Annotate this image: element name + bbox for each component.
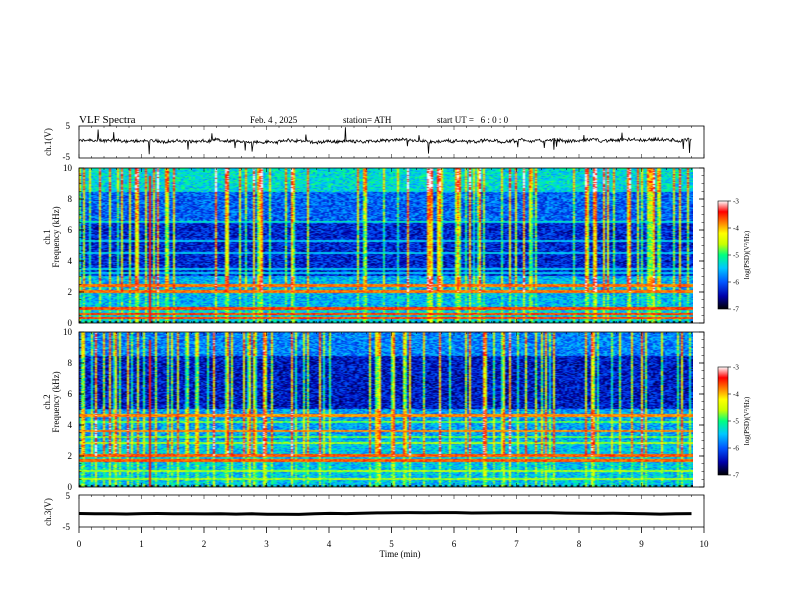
y-tick-label: 0 [68,482,73,492]
colorbar-tick-label: -5 [733,418,739,426]
ch1-waveform-panel: 5 -5 ch.1(V) [43,121,705,162]
y-tick-label: 2 [68,287,73,297]
ch2-spectrogram-ylabel-freq: Frequency (kHz) [51,371,61,432]
ch2-spectrogram-ylabel-ch: ch.2 [42,394,52,409]
ch1-colorbar: -3 -4 -5 -6 -7 log(PSD)(V²/Hz) [717,198,751,314]
x-tick-label: 6 [452,539,457,549]
x-tick-label: 9 [639,539,644,549]
x-tick-label: 4 [327,539,332,549]
y-tick-label: 4 [68,420,73,430]
x-tick-label: 8 [577,539,582,549]
colorbar-tick-label: -3 [733,198,739,206]
start-time-label: start UT = 6 : 0 : 0 [437,115,509,125]
ch2-spectrogram-image [79,332,693,487]
x-tick-label: 1 [139,539,144,549]
ch3-waveform-ylabel: ch.3(V) [43,498,53,526]
y-tick-label: 6 [68,225,73,235]
colorbar-tick-label: -6 [733,445,739,453]
x-axis-ticks: 0 1 2 3 4 5 6 7 8 9 10 [77,527,709,549]
x-tick-label: 10 [700,539,710,549]
date-label: Feb. 4 , 2025 [250,115,298,125]
colorbar-gradient [717,200,729,310]
y-tick-label: 10 [63,163,73,173]
colorbar-tick-label: -3 [733,364,739,372]
ch1-spectrogram-panel: 0 2 4 6 8 10 ch.1 Frequency (kHz) [42,163,705,328]
ch2-spectrogram-panel: 0 2 4 6 8 10 ch.2 Frequency (kHz) [42,327,705,492]
ch1-waveform-trace [78,127,692,155]
x-tick-label: 3 [264,539,269,549]
ch1-ytick-top: 5 [66,121,71,131]
colorbar-gradient [717,366,729,476]
colorbar-label: log(PSD)(V²/Hz) [743,396,751,445]
y-tick-label: 6 [68,389,73,399]
figure-title: VLF Spectra [79,114,136,126]
colorbar-tick-label: -4 [733,391,739,399]
x-tick-label: 5 [389,539,394,549]
ch3-waveform-frame [78,494,705,528]
ch1-ytick-bottom: -5 [63,152,71,162]
ch2-yticks: 0 2 4 6 8 10 [63,327,704,492]
colorbar-tick-label: -5 [733,252,739,260]
ch1-spectrogram-ylabel-freq: Frequency (kHz) [51,206,61,267]
y-tick-label: 8 [68,194,73,204]
y-tick-label: 2 [68,451,73,461]
y-tick-label: 8 [68,358,73,368]
x-axis-label: Time (min) [380,549,421,559]
colorbar-tick-label: -7 [733,472,739,480]
ch3-waveform-panel: 5 -5 ch.3(V) 0 1 2 3 4 5 6 7 8 9 10 Time (min) [43,491,709,559]
ch2-colorbar: -3 -4 -5 -6 -7 log(PSD)(V²/Hz) [717,364,751,480]
x-tick-label: 7 [514,539,519,549]
colorbar-tick-label: -6 [733,279,739,287]
colorbar-tick-label: -7 [733,306,739,314]
y-tick-label: 0 [68,318,73,328]
ch3-ytick-top: 5 [66,491,71,501]
y-tick-label: 10 [63,327,73,337]
station-label: station= ATH [343,115,392,125]
y-tick-label: 4 [68,256,73,266]
ch3-waveform-trace [78,511,692,516]
ch1-spectrogram-image [79,168,693,323]
x-tick-label: 2 [202,539,207,549]
x-tick-label: 0 [77,539,82,549]
ch1-spectrogram-ylabel-ch: ch.1 [42,229,52,244]
colorbar-tick-label: -4 [733,225,739,233]
ch1-yticks: 0 2 4 6 8 10 [63,163,704,328]
ch1-waveform-frame [78,125,705,159]
ch3-ytick-bottom: -5 [63,522,71,532]
ch1-waveform-ylabel: ch.1(V) [43,128,53,156]
colorbar-label: log(PSD)(V²/Hz) [743,230,751,279]
